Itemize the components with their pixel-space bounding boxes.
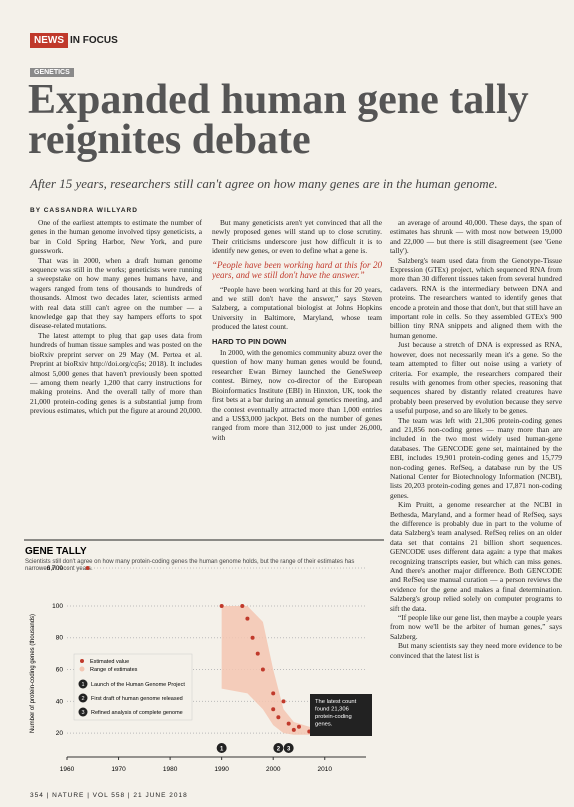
- column: One of the earliest attempts to estimate…: [30, 218, 202, 536]
- event-marker: [273, 743, 284, 753]
- legend-event-marker: [78, 679, 88, 689]
- paragraph: The team was left with 21,306 protein-co…: [390, 415, 562, 500]
- legend-swatch: [80, 659, 84, 663]
- annotation-box: [310, 694, 372, 736]
- event-marker: [283, 743, 294, 753]
- legend-event-number: 2: [81, 696, 84, 702]
- data-point: [219, 603, 224, 608]
- news-badge: NEWS: [30, 33, 68, 48]
- paragraph: an average of around 40,000. These days,…: [390, 218, 562, 256]
- data-point: [240, 603, 245, 608]
- legend-label: Range of estimates: [90, 667, 138, 673]
- byline: BY CASSANDRA WILLYARD: [30, 207, 138, 214]
- legend-event-text: Launch of the Human Genome Project: [91, 682, 185, 688]
- range-area: [221, 605, 366, 735]
- data-point: [296, 724, 301, 729]
- pull-quote: “People have been working hard at this f…: [212, 259, 382, 281]
- x-tick-label: 1960: [60, 766, 75, 773]
- y-tick-label: 80: [56, 635, 64, 642]
- paragraph: But many scientists say they need more e…: [390, 641, 562, 660]
- chart-title: GENE TALLY: [25, 546, 87, 557]
- subhead: HARD TO PIN DOWN: [212, 336, 287, 346]
- legend-event-number: 1: [81, 682, 84, 688]
- legend-event-marker: [78, 693, 88, 703]
- x-tick-label: 1980: [163, 766, 178, 773]
- y-tick-label: 6,700: [47, 565, 64, 572]
- event-number: 1: [220, 747, 224, 753]
- data-point: [260, 667, 265, 672]
- y-tick-label: 60: [56, 667, 64, 674]
- legend-event-number: 3: [81, 710, 84, 716]
- paragraph: “If people like our gene list, then mayb…: [390, 613, 562, 641]
- paragraph: The latest attempt to plug that gap uses…: [30, 330, 202, 416]
- headline: Expanded human gene tally reignites deba…: [28, 77, 529, 163]
- legend-box: [73, 653, 193, 721]
- annotation: The latest count found 21,306 protein-codi…: [315, 699, 357, 728]
- event-number: 3: [287, 747, 291, 753]
- paragraph: Salzberg's team used data from the Genot…: [390, 255, 562, 340]
- data-point: [286, 721, 291, 726]
- paragraph: Kim Pruitt, a genome researcher at the N…: [390, 500, 562, 613]
- event-number: 2: [277, 747, 281, 753]
- paragraph: But many geneticists aren't yet convince…: [212, 218, 382, 256]
- paragraph: Just because a stretch of DNA is express…: [390, 340, 562, 416]
- x-tick-label: 2000: [266, 766, 281, 773]
- y-tick-label: 100: [52, 603, 63, 610]
- y-tick-label: 20: [56, 730, 64, 737]
- data-point: [250, 635, 255, 640]
- data-point: [85, 566, 90, 570]
- paragraph: One of the earliest attempts to estimate…: [30, 218, 202, 256]
- data-point: [291, 727, 296, 732]
- y-axis-label: Number of protein-coding genes (thousand…: [30, 614, 36, 733]
- data-point: [245, 616, 250, 621]
- data-point: [281, 699, 286, 704]
- chart-subtitle: Scientists still don't agree on how many…: [25, 559, 354, 572]
- standfirst: After 15 years, researchers still can't …: [30, 176, 498, 191]
- data-point: [255, 651, 260, 656]
- data-point: [271, 707, 276, 712]
- paragraph: In 2000, with the genomics community abu…: [212, 348, 382, 442]
- topic-label: GENETICS: [30, 68, 74, 77]
- data-point: [276, 715, 281, 720]
- column: an average of around 40,000. These days,…: [390, 218, 562, 794]
- data-point: [271, 691, 276, 696]
- footer: 354 | NATURE | VOL 558 | 21 JUNE 2018: [30, 792, 188, 799]
- legend-event-text: Refined analysis of complete genome: [91, 710, 183, 716]
- legend-swatch: [79, 666, 85, 672]
- section-tag: IN FOCUS: [70, 35, 118, 46]
- chart: GENE TALLY Scientists still don't agree o…: [22, 538, 386, 786]
- x-tick-label: 2010: [318, 766, 333, 773]
- y-tick-label: 40: [56, 698, 64, 705]
- legend-label: Estimated value: [90, 659, 129, 665]
- x-tick-label: 1970: [111, 766, 126, 773]
- column: But many geneticists aren't yet convince…: [212, 218, 382, 536]
- paragraph: That was in 2000, when a draft human gen…: [30, 255, 202, 331]
- x-tick-label: 1990: [214, 766, 229, 773]
- legend-event-marker: [78, 707, 88, 717]
- event-marker: [216, 743, 227, 753]
- legend-event-text: First draft of human genome released: [91, 696, 183, 702]
- paragraph: “People have been working hard at this f…: [212, 284, 382, 332]
